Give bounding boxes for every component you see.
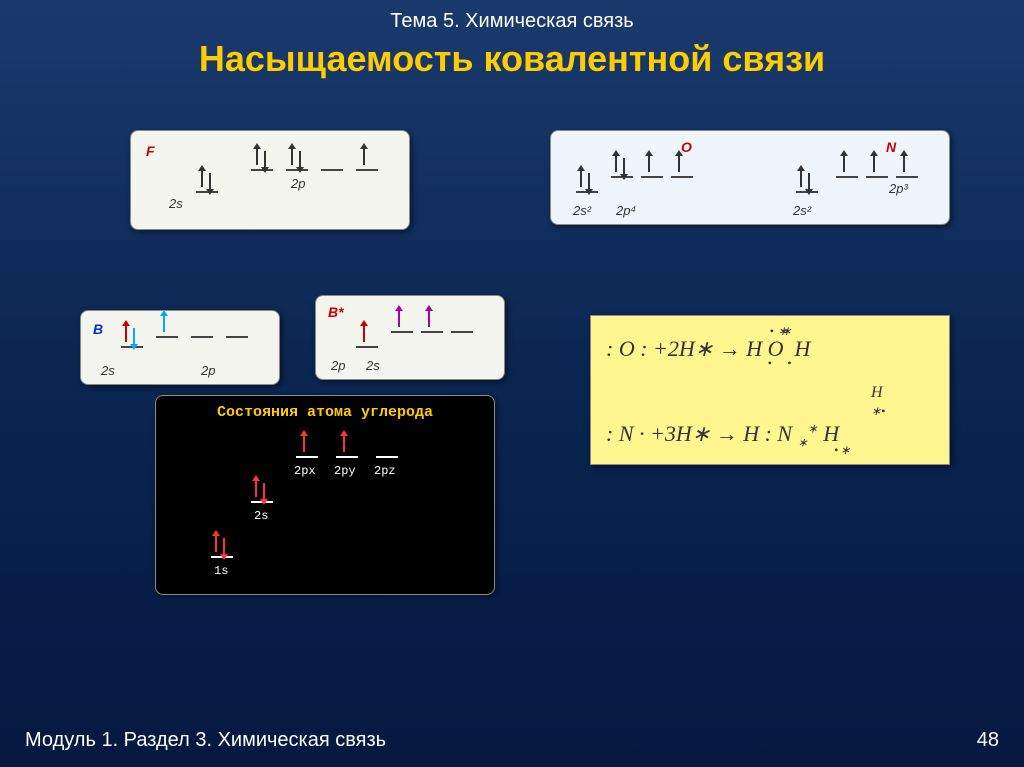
label-bstar-2p: 2p [331, 358, 345, 373]
label-2px: 2px [294, 464, 316, 478]
element-bstar: B* [328, 304, 344, 320]
label-b-2p: 2p [201, 363, 215, 378]
label-o-2s2: 2s² [573, 203, 591, 218]
label-b-2s: 2s [101, 363, 115, 378]
equation-mid-h: H∗• [871, 384, 885, 420]
diagram-b: B 2s 2p [80, 310, 280, 385]
label-bstar-2s: 2s [366, 358, 380, 373]
element-b: B [93, 321, 103, 337]
diagram-f: F 2s 2p [130, 130, 410, 230]
equation-1: : O : +2H∗ → H •∗O•∗• H [606, 336, 810, 362]
label-n-2s2: 2s² [793, 203, 811, 218]
element-n: N [886, 139, 896, 155]
equation-2: : N · +3H∗ → H : N ∗∗ H •∗ [606, 421, 839, 450]
element-f: F [146, 143, 155, 159]
label-2py: 2py [334, 464, 356, 478]
label-c-2s: 2s [254, 509, 268, 523]
label-c-1s: 1s [214, 564, 228, 578]
label-n-2p3: 2p³ [889, 181, 908, 196]
page-title: Насыщаемость ковалентной связи [0, 38, 1024, 80]
label-2s: 2s [169, 196, 183, 211]
equations-box: : O : +2H∗ → H •∗O•∗• H H∗• : N · +3H∗ →… [590, 315, 950, 465]
diagram-carbon: Состояния атома углерода 2px 2py 2pz 2s … [155, 395, 495, 595]
label-o-2p4: 2p⁴ [616, 203, 636, 218]
topic-label: Тема 5. Химическая связь [0, 0, 1024, 33]
diagram-bstar: B* 2p 2s [315, 295, 505, 380]
footer-module: Модуль 1. Раздел 3. Химическая связь [25, 729, 386, 752]
page-number: 48 [977, 729, 999, 752]
carbon-title: Состояния атома углерода [156, 396, 494, 429]
diagram-on: O N 2s² 2p⁴ 2s² 2p³ [550, 130, 950, 225]
label-2pz: 2pz [374, 464, 396, 478]
label-2p: 2p [291, 176, 305, 191]
